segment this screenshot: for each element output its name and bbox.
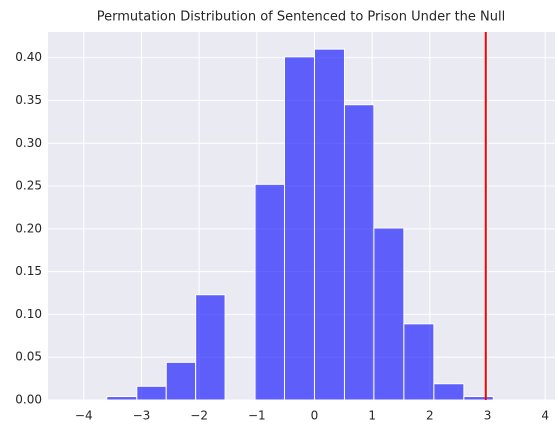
bar — [403, 323, 435, 401]
bar — [343, 104, 375, 401]
bar — [373, 227, 405, 401]
bar — [195, 294, 226, 401]
x-tick-label: −4 — [75, 409, 93, 423]
chart-title: Permutation Distribution of Sentenced to… — [97, 10, 505, 25]
bar — [283, 56, 315, 401]
x-tick-label: −1 — [248, 409, 266, 423]
y-tick-label: 0.15 — [15, 264, 42, 278]
bar — [313, 48, 345, 401]
y-tick-label: 0.30 — [15, 136, 42, 150]
x-tick-label: 4 — [541, 409, 549, 423]
y-tick-label: 0.25 — [15, 179, 42, 193]
y-tick-label: 0.35 — [15, 93, 42, 107]
y-tick-label: 0.00 — [15, 393, 42, 407]
x-tick-label: 1 — [368, 409, 376, 423]
bar — [165, 361, 197, 401]
y-tick-label: 0.10 — [15, 307, 42, 321]
bar — [463, 396, 494, 401]
y-tick-label: 0.40 — [15, 50, 42, 64]
bar — [433, 383, 465, 401]
x-tick-label: 3 — [484, 409, 492, 423]
x-tick-label: −2 — [190, 409, 208, 423]
y-tick-label: 0.05 — [15, 350, 42, 364]
x-tick-label: −3 — [133, 409, 151, 423]
y-tick-label: 0.20 — [15, 221, 42, 235]
bar — [106, 396, 138, 401]
x-tick-label: 0 — [311, 409, 319, 423]
x-tick-label: 2 — [426, 409, 434, 423]
bar — [254, 183, 285, 401]
bar — [136, 385, 167, 401]
